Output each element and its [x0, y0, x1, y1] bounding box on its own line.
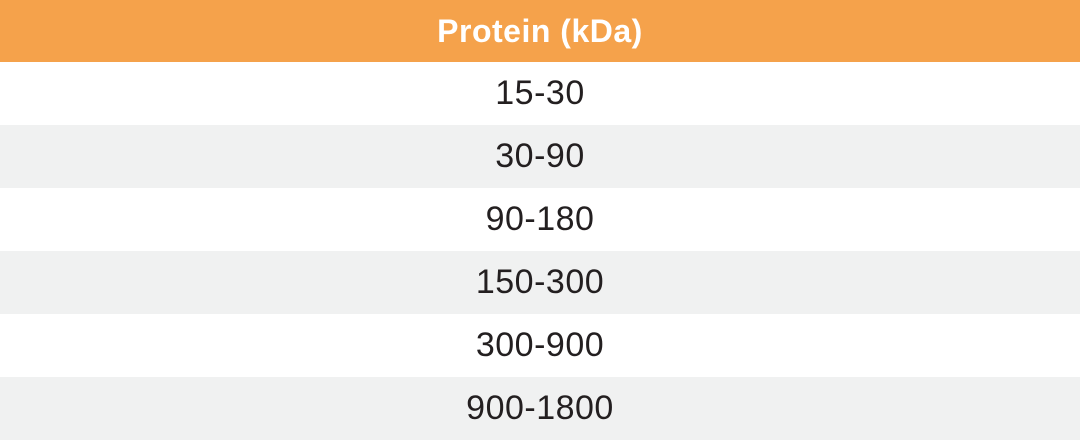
- table-header-label: Protein (kDa): [437, 12, 643, 49]
- table-cell-value: 300-900: [475, 326, 605, 364]
- table-row: 900-1800: [0, 377, 1080, 440]
- table-row: 15-30: [0, 62, 1080, 125]
- table-cell-value: 150-300: [475, 263, 605, 301]
- table-row: 300-900: [0, 314, 1080, 377]
- table-cell-value: 900-1800: [466, 389, 614, 427]
- table-header-protein-kda: Protein (kDa): [0, 0, 1080, 62]
- table-row: 30-90: [0, 125, 1080, 188]
- table-cell-value: 30-90: [495, 137, 585, 175]
- table-row: 150-300: [0, 251, 1080, 314]
- table-row: 90-180: [0, 188, 1080, 251]
- table-cell-value: 15-30: [495, 74, 585, 112]
- table-cell-value: 90-180: [485, 200, 595, 238]
